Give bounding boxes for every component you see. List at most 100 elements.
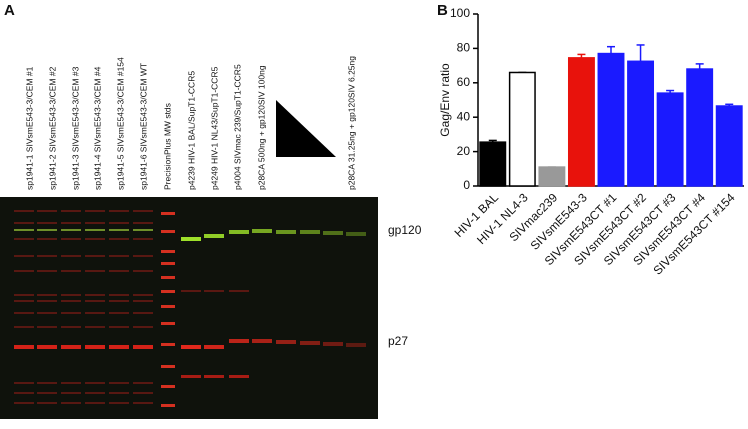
marker-band — [161, 250, 175, 253]
gel-band — [61, 229, 81, 231]
gel-band — [14, 222, 34, 224]
gel-band — [85, 229, 105, 231]
gel-band — [37, 229, 57, 231]
y-tick-label: 80 — [457, 41, 471, 55]
gel-band — [14, 300, 34, 302]
gel-band — [109, 345, 129, 349]
lane-label: sp1941-6 SIVsmE543-3/CEM WT — [138, 63, 148, 190]
y-tick-label: 0 — [463, 178, 470, 192]
gel-band — [133, 326, 153, 328]
marker-band — [161, 305, 175, 308]
gel-band — [109, 255, 129, 257]
lane-label: sp1941-5 SIVsmE543-3/CEM #154 — [115, 57, 125, 190]
gel-band — [61, 238, 81, 240]
marker-band — [161, 212, 175, 215]
gel-band — [61, 392, 81, 394]
y-tick-label: 40 — [457, 109, 471, 123]
gel-band — [85, 255, 105, 257]
gel-band — [109, 222, 129, 224]
gel-band — [109, 392, 129, 394]
gel-band — [14, 238, 34, 240]
gel-band — [181, 237, 201, 241]
gel-band — [181, 290, 201, 292]
gel-band — [133, 210, 153, 212]
marker-band — [161, 404, 175, 407]
gel-band — [204, 345, 224, 349]
gel-band — [37, 312, 57, 314]
gel-band — [109, 382, 129, 384]
lane-label: p4239 HIV-1 BAL/SupT1-CCR5 — [186, 71, 196, 190]
bar — [627, 60, 655, 187]
gel-band — [61, 345, 81, 349]
panel-label: A — [4, 2, 15, 19]
lane-label: sp1941-1 SIVsmE543-3/CEM #1 — [24, 66, 34, 190]
gel-band — [14, 392, 34, 394]
gel-band — [133, 294, 153, 296]
gel-band — [181, 345, 201, 349]
gel-band — [85, 326, 105, 328]
marker-band — [161, 365, 175, 368]
lane-label: PrecisionPlus MW stds — [162, 103, 172, 190]
gel-band — [85, 312, 105, 314]
bar — [686, 68, 714, 187]
bar — [508, 71, 536, 187]
gel-band — [346, 343, 366, 347]
gel-band — [133, 392, 153, 394]
gel-band — [85, 402, 105, 404]
band-label: gp120 — [388, 223, 422, 237]
gel-band — [61, 326, 81, 328]
gel-band — [109, 229, 129, 231]
gel-band — [14, 210, 34, 212]
gel-band — [204, 375, 224, 378]
gel-band — [37, 294, 57, 296]
gel-band — [300, 341, 320, 345]
gel-band — [85, 294, 105, 296]
gel-band — [61, 300, 81, 302]
gel-band — [109, 294, 129, 296]
y-tick-label: 100 — [450, 6, 470, 20]
bar — [715, 105, 743, 187]
gel-band — [61, 255, 81, 257]
lane-label: p4249 HIV-1 NL43/SupT1-CCR5 — [209, 66, 219, 190]
lane-label: sp1941-4 SIVsmE543-3/CEM #4 — [92, 66, 102, 190]
gel-band — [37, 300, 57, 302]
gel-band — [14, 294, 34, 296]
gel-band — [37, 270, 57, 272]
gel-band — [229, 375, 249, 378]
marker-band — [161, 290, 175, 293]
gel-band — [37, 238, 57, 240]
gel-band — [109, 300, 129, 302]
gel-band — [37, 345, 57, 349]
gel-band — [37, 402, 57, 404]
y-tick-label: 60 — [457, 75, 471, 89]
gel-band — [109, 270, 129, 272]
gel-band — [14, 382, 34, 384]
gel-band — [37, 222, 57, 224]
gel-band — [229, 230, 249, 234]
bar — [538, 166, 566, 187]
gel-band — [133, 312, 153, 314]
gel-band — [276, 230, 296, 234]
gel-band — [276, 340, 296, 344]
gel-band — [61, 270, 81, 272]
lane-label: p4004 SIVmac 239/SupT1-CCR5 — [232, 64, 242, 190]
marker-band — [161, 322, 175, 325]
gel-band — [37, 210, 57, 212]
gel-band — [133, 222, 153, 224]
gel-band — [85, 345, 105, 349]
gel-band — [85, 222, 105, 224]
gel-band — [109, 402, 129, 404]
lane-label: sp1941-2 SIVsmE543-3/CEM #2 — [47, 66, 57, 190]
gel-band — [204, 290, 224, 292]
gel-band — [133, 402, 153, 404]
marker-band — [161, 385, 175, 388]
gel-band — [85, 210, 105, 212]
panel-label: B — [437, 2, 448, 19]
gel-band — [133, 345, 153, 349]
gel-band — [61, 402, 81, 404]
gel-band — [85, 392, 105, 394]
gel-band — [85, 270, 105, 272]
gel-band — [14, 270, 34, 272]
gel-band — [229, 339, 249, 343]
